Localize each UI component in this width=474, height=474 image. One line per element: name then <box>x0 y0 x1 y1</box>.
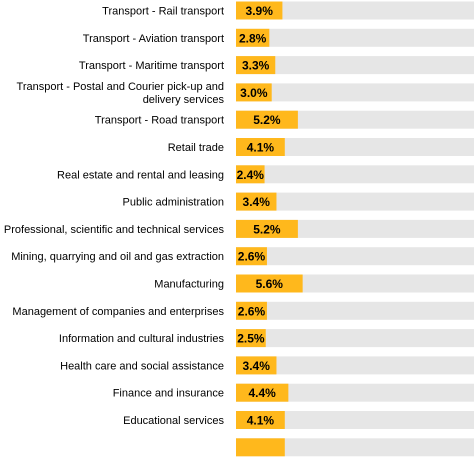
bar-track <box>236 56 474 75</box>
value-label: 2.6% <box>238 250 266 264</box>
bar <box>236 329 266 348</box>
bar <box>236 438 285 457</box>
bars <box>236 1 303 457</box>
bar <box>236 219 298 238</box>
bar <box>236 192 277 211</box>
value-label: 3.0% <box>240 86 268 100</box>
bar-track <box>236 247 474 266</box>
category-label: Health care and social assistance <box>60 360 224 372</box>
category-label: Mining, quarrying and oil and gas extrac… <box>11 251 224 263</box>
bar-track <box>236 165 474 184</box>
bar <box>236 56 276 75</box>
value-label: 3.4% <box>243 359 271 373</box>
value-label: 4.1% <box>247 141 275 155</box>
value-label: 2.6% <box>238 304 266 318</box>
bar-track <box>236 329 474 348</box>
category-label: Transport - Postal and Courier pick-up a… <box>17 81 225 106</box>
value-label: 3.4% <box>243 195 271 209</box>
bar <box>236 110 298 129</box>
bar <box>236 274 303 293</box>
category-label: Retail trade <box>168 142 224 154</box>
category-label: Management of companies and enterprises <box>12 306 224 318</box>
category-labels: Transport - Rail transport Transport - Av… <box>4 6 225 428</box>
bar <box>236 138 285 156</box>
category-label: Real estate and rental and leasing <box>57 169 224 181</box>
value-label: 4.4% <box>249 386 277 400</box>
bar <box>236 1 283 20</box>
category-label: Professional, scientific and technical s… <box>4 224 225 236</box>
value-label: 4.1% <box>247 414 275 428</box>
bar <box>236 356 277 375</box>
bar-track <box>236 411 474 429</box>
category-label: Transport - Maritime transport <box>79 60 224 72</box>
bar-track <box>236 301 474 320</box>
bar-track <box>236 383 474 402</box>
value-label: 3.3% <box>242 59 270 73</box>
bar-track <box>236 438 474 457</box>
bar <box>236 247 267 266</box>
category-label: Finance and insurance <box>113 388 224 400</box>
bar <box>236 28 270 47</box>
bar <box>236 411 285 429</box>
category-label: Public administration <box>123 197 225 209</box>
bar <box>236 83 272 102</box>
category-label: Transport - Rail transport <box>102 6 224 18</box>
category-label: Transport - Aviation transport <box>83 33 224 45</box>
bar-track <box>236 138 474 156</box>
value-labels: 3.9% 2.8% 3.3% 3.0% 5.2% 4.1% 2.4% 3.4% 5.2% 2.6%… <box>237 4 284 428</box>
bar-track <box>236 83 474 102</box>
bar-track <box>236 28 474 47</box>
value-label: 5.6% <box>256 277 284 291</box>
category-label: Transport - Road transport <box>95 115 224 127</box>
bar-track <box>236 356 474 375</box>
bar <box>236 165 265 184</box>
bar <box>236 301 267 320</box>
value-label: 5.2% <box>253 113 281 127</box>
bar-track <box>236 192 474 211</box>
category-label: Manufacturing <box>154 279 224 291</box>
value-label: 3.9% <box>246 4 274 18</box>
value-label: 2.8% <box>239 31 267 45</box>
value-label: 2.4% <box>237 168 265 182</box>
value-label: 5.2% <box>253 222 281 236</box>
value-label: 2.5% <box>237 332 265 346</box>
category-label: Educational services <box>123 415 224 427</box>
category-label: Information and cultural industries <box>59 333 225 345</box>
bar <box>236 383 289 402</box>
bar-track <box>236 1 474 20</box>
